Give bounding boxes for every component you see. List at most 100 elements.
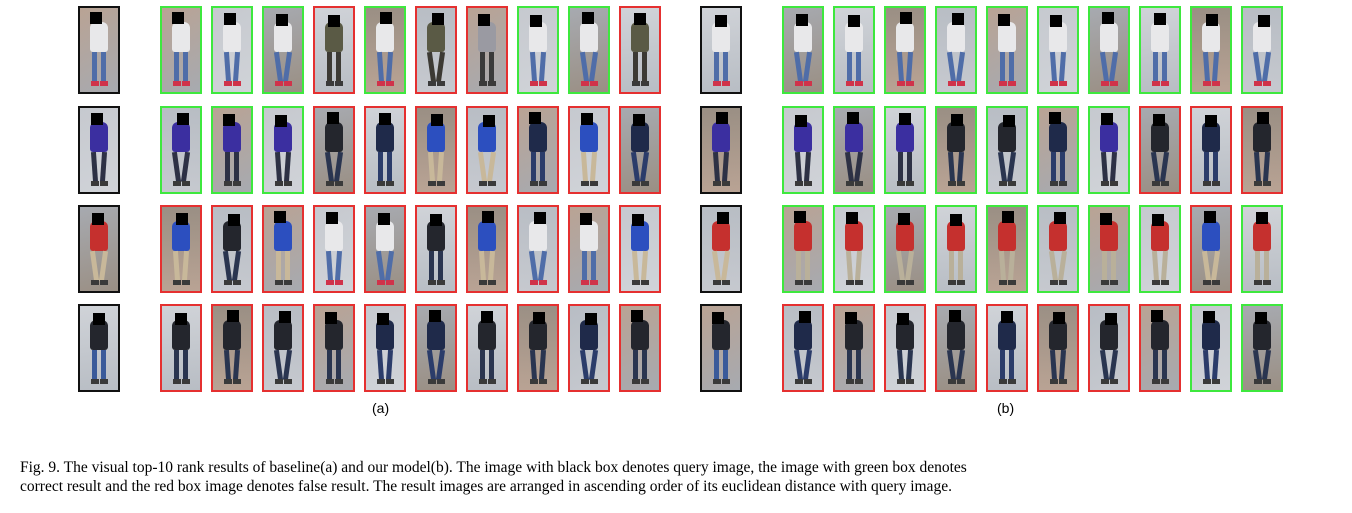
face-mask (848, 15, 860, 27)
person-torso (223, 122, 241, 152)
person-shoe (377, 81, 385, 86)
person-shoe (1050, 379, 1058, 384)
person-leg (285, 251, 290, 281)
person-torso (274, 122, 292, 152)
face-mask (533, 312, 545, 324)
person-torso (1253, 221, 1271, 251)
person-shoe (275, 379, 283, 384)
result-image-correct (160, 106, 202, 194)
person-shoe (1263, 81, 1271, 86)
person-shoe (182, 379, 190, 384)
result-image-false (1190, 205, 1232, 293)
person-shoe (233, 280, 241, 285)
person-leg (1204, 152, 1209, 182)
result-image-false (160, 205, 202, 293)
person-shoe (91, 81, 99, 86)
person-torso (794, 122, 812, 152)
face-mask (430, 214, 442, 226)
face-mask (1256, 212, 1268, 224)
face-mask (1205, 115, 1217, 127)
face-mask (175, 313, 187, 325)
person-shoe (1059, 81, 1067, 86)
person-shoe (1008, 379, 1016, 384)
person-torso (274, 320, 292, 350)
person-torso (998, 320, 1016, 350)
person-leg (1009, 350, 1014, 380)
person-shoe (855, 280, 863, 285)
person-torso (529, 22, 547, 52)
rank-row (78, 6, 661, 98)
result-image-correct (986, 106, 1028, 194)
person-torso (478, 122, 496, 152)
result-image-false (619, 106, 661, 194)
person-torso (223, 320, 241, 350)
person-leg (489, 52, 494, 82)
person-torso (631, 122, 649, 152)
person-leg (856, 52, 861, 82)
person-shoe (488, 181, 496, 186)
person-shoe (957, 379, 965, 384)
person-leg (1111, 251, 1116, 281)
result-image-false (466, 106, 508, 194)
person-shoe (804, 81, 812, 86)
person-shoe (1152, 181, 1160, 186)
query-image (700, 205, 742, 293)
person-leg (1162, 52, 1167, 82)
face-mask (716, 112, 728, 124)
person-torso (580, 320, 598, 350)
face-mask (325, 312, 337, 324)
person-torso (580, 122, 598, 152)
person-torso (90, 221, 108, 251)
person-shoe (173, 81, 181, 86)
face-mask (1101, 113, 1113, 125)
person-torso (1151, 221, 1169, 251)
person-shoe (428, 81, 436, 86)
person-shoe (795, 81, 803, 86)
face-mask (1152, 214, 1164, 226)
person-shoe (722, 379, 730, 384)
result-image-false (466, 304, 508, 392)
person-shoe (906, 280, 914, 285)
face-mask (847, 112, 859, 124)
person-torso (1049, 22, 1067, 52)
person-shoe (488, 81, 496, 86)
face-mask (429, 310, 441, 322)
result-image-false (262, 205, 304, 293)
result-image-correct (935, 6, 977, 94)
person-shoe (91, 181, 99, 186)
person-shoe (897, 181, 905, 186)
result-image-false (211, 205, 253, 293)
face-mask (1105, 313, 1117, 325)
person-shoe (1008, 81, 1016, 86)
person-torso (580, 22, 598, 52)
result-image-correct (884, 6, 926, 94)
person-leg (183, 350, 188, 380)
person-shoe (182, 280, 190, 285)
result-image-correct (211, 106, 253, 194)
person-shoe (539, 280, 547, 285)
result-image-false (884, 304, 926, 392)
person-shoe (1152, 379, 1160, 384)
person-shoe (1203, 81, 1211, 86)
person-shoe (377, 181, 385, 186)
person-torso (845, 320, 863, 350)
query-image (700, 6, 742, 94)
person-shoe (1110, 81, 1118, 86)
result-image-false (1037, 304, 1079, 392)
query-image (700, 304, 742, 392)
rank-row (700, 205, 1283, 297)
person-shoe (846, 81, 854, 86)
face-mask (998, 14, 1010, 26)
person-leg (1213, 152, 1218, 182)
person-shoe (999, 379, 1007, 384)
person-torso (947, 22, 965, 52)
person-leg (1102, 251, 1107, 281)
person-torso (998, 122, 1016, 152)
result-image-correct (1037, 106, 1079, 194)
face-mask (431, 114, 443, 126)
person-leg (378, 152, 383, 182)
person-torso (1202, 221, 1220, 251)
result-image-correct (1037, 205, 1079, 293)
face-mask (377, 313, 389, 325)
face-mask (1003, 115, 1015, 127)
